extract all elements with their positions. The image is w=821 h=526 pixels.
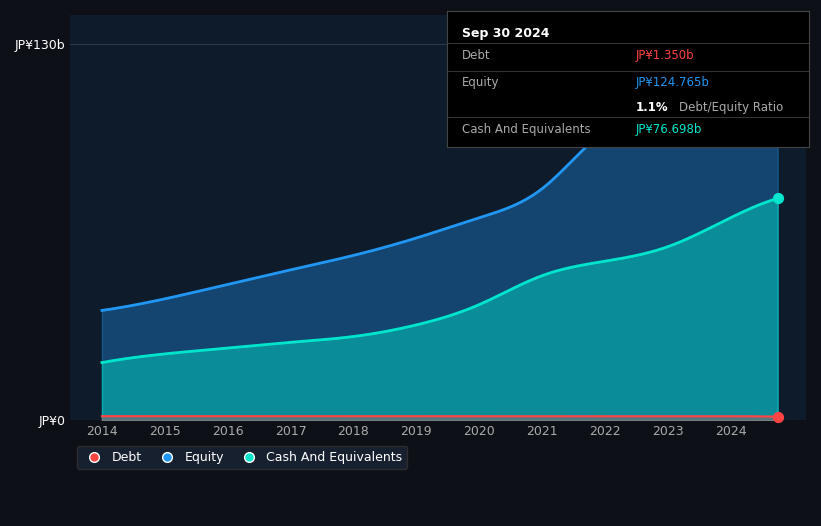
Text: Sep 30 2024: Sep 30 2024 [462, 27, 549, 40]
Point [771, 55, 784, 63]
Text: JP¥76.698b: JP¥76.698b [635, 123, 702, 136]
Text: 1.1%: 1.1% [635, 101, 668, 114]
Point [771, 194, 784, 203]
Text: Debt: Debt [462, 49, 490, 62]
Text: JP¥124.765b: JP¥124.765b [635, 76, 709, 89]
Point [771, 412, 784, 421]
Text: Equity: Equity [462, 76, 499, 89]
Text: Debt/Equity Ratio: Debt/Equity Ratio [679, 101, 783, 114]
Text: JP¥1.350b: JP¥1.350b [635, 49, 694, 62]
Text: Cash And Equivalents: Cash And Equivalents [462, 123, 590, 136]
Legend: Debt, Equity, Cash And Equivalents: Debt, Equity, Cash And Equivalents [76, 446, 407, 469]
